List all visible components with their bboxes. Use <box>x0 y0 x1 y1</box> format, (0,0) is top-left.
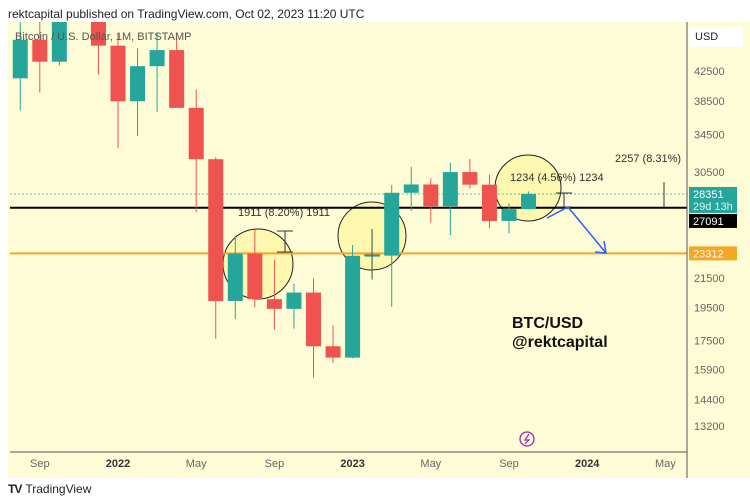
candle-body <box>325 346 341 358</box>
candle-body <box>521 193 537 210</box>
y-tick-label: 21500 <box>694 273 725 285</box>
y-tick-label: 30500 <box>694 167 725 179</box>
symbol-title: Bitcoin / U.S. Dollar, 1M, BITSTAMP <box>15 31 192 43</box>
x-tick-label: 2024 <box>575 458 600 470</box>
measure-label: 1911 (8.20%) 1911 <box>238 207 330 219</box>
price-label: 23312 <box>693 248 724 260</box>
watermark-handle: @rektcapital <box>512 334 608 351</box>
y-tick-label: 13200 <box>694 421 725 433</box>
x-tick-label: Sep <box>499 458 519 470</box>
price-label: 28351 <box>693 189 724 201</box>
plot-area: 1911 (8.20%) 1911 1234 (4.56%) 1234 2257 (… <box>10 22 687 447</box>
footer: TV TradingView <box>8 482 91 496</box>
candle-body <box>188 107 204 160</box>
price-label-bg <box>689 246 737 261</box>
candle-body <box>481 184 497 221</box>
x-tick-label: 2023 <box>340 458 364 470</box>
candle-body <box>286 292 302 309</box>
candle-body <box>462 172 478 185</box>
candle-body <box>32 39 48 62</box>
candle-body <box>403 184 419 193</box>
x-tick-label: May <box>420 458 441 470</box>
measure-bracket <box>277 230 293 253</box>
x-tick-label: Sep <box>265 458 285 470</box>
currency-button[interactable]: USD <box>689 27 743 47</box>
candle-body <box>384 192 400 256</box>
candle-body <box>423 184 439 207</box>
lightning-icon <box>519 431 535 447</box>
candle-body <box>266 299 282 309</box>
measure-cross <box>364 229 380 278</box>
candle-body <box>90 22 106 46</box>
candle-body <box>12 39 28 79</box>
candle-body <box>227 253 243 301</box>
y-tick-label: 14400 <box>694 395 725 407</box>
candle-body <box>130 66 146 102</box>
projection-arrow <box>546 206 607 254</box>
measure-bracket <box>556 192 572 208</box>
footer-brand: TradingView <box>25 482 92 496</box>
x-tick-label: 2022 <box>106 458 130 470</box>
candle-body <box>247 253 263 300</box>
x-tick-label: May <box>186 458 207 470</box>
candle-body <box>345 255 361 358</box>
lightning-glyph <box>523 433 531 445</box>
price-label: 27091 <box>693 216 724 228</box>
candle-body <box>306 292 321 347</box>
candle-body <box>51 22 67 62</box>
candle-body <box>149 50 165 67</box>
y-tick-label: 34500 <box>694 129 725 141</box>
candle-body <box>208 159 224 301</box>
y-tick-label: 19500 <box>694 303 725 315</box>
arrow-head-icon <box>594 240 607 254</box>
y-tick-label: 17500 <box>694 335 725 347</box>
price-label-bg <box>689 186 737 213</box>
measure-label: 2257 (8.31%) <box>615 153 681 165</box>
x-tick-label: Sep <box>30 458 50 470</box>
candle-body <box>169 50 185 108</box>
watermark-pair: BTC/USD <box>512 315 584 332</box>
tradingview-logo-icon: TV <box>8 482 22 496</box>
countdown-label: 29d 13h <box>693 201 733 213</box>
y-tick-label: 38500 <box>694 96 725 108</box>
price-label-bg <box>689 213 737 228</box>
y-tick-label: 15900 <box>694 365 725 377</box>
candle-body <box>110 45 126 102</box>
watermark-text: BTC/USD @rektcapital <box>512 314 608 352</box>
candle-body <box>442 172 458 207</box>
measure-label: 1234 (4.56%) 1234 <box>510 172 604 184</box>
x-tick-label: May <box>655 458 676 470</box>
publish-info: rektcapital published on TradingView.com… <box>8 7 365 21</box>
candle-body <box>501 209 517 221</box>
y-tick-label: 42500 <box>694 66 725 78</box>
